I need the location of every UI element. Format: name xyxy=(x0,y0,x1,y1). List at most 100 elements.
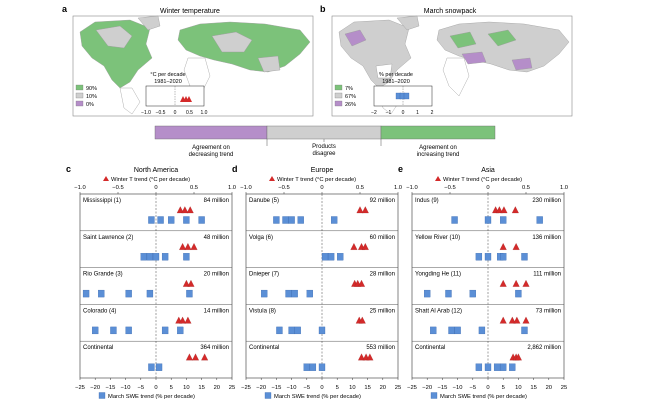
basin-row-e: Yellow River (10) 136 million xyxy=(415,235,561,261)
swe-tick-label-c: −25 xyxy=(75,385,85,391)
map-a-inset-title-2: 1981–2020 xyxy=(154,79,182,85)
trend-panel-c: c North America Winter T trend (°C per dec… xyxy=(66,164,236,400)
temp-trend-marker xyxy=(185,353,193,361)
basin-row-d: Danube (5) 92 million xyxy=(249,198,395,224)
temp-tick-label-c: −1.0 xyxy=(74,185,85,191)
swe-trend-marker xyxy=(110,326,117,335)
temp-trend-marker xyxy=(522,279,530,287)
swe-axis-label-c: March SWE trend (% per decade) xyxy=(108,394,195,400)
swe-trend-marker xyxy=(500,363,507,371)
temp-trend-marker xyxy=(190,243,198,250)
temp-trend-marker xyxy=(358,316,366,324)
basin-label: Mississippi (1) xyxy=(83,198,121,204)
swe-trend-marker xyxy=(161,253,169,261)
map-b-africa xyxy=(442,57,470,97)
map-b-legend-3: 26% xyxy=(345,102,356,108)
swe-trend-marker xyxy=(451,216,458,224)
map-b-inset-tick-4: 1 xyxy=(416,110,419,116)
swe-trend-marker xyxy=(288,326,295,335)
map-panel-b: b March snowpack 7% 67% 26% % per xyxy=(320,4,573,117)
map-a-greenland xyxy=(137,15,161,31)
swe-tick-label-e: 5 xyxy=(502,385,505,391)
swe-trend-marker xyxy=(469,289,476,298)
swe-legend-marker-d xyxy=(264,392,272,399)
basin-row-d: Dnieper (7) 28 million xyxy=(249,272,395,298)
swe-trend-marker xyxy=(186,289,193,298)
map-panel-a: a Winter temperature 90% 10% 0% °C per d… xyxy=(62,4,314,117)
temp-tick-label-d: −1.0 xyxy=(240,185,251,191)
basin-row-c: Continental 364 million xyxy=(83,345,229,371)
swe-trend-marker xyxy=(430,326,437,335)
temp-tick-label-e: 0 xyxy=(486,185,489,191)
basin-population: 84 million xyxy=(204,198,229,204)
swe-tick-label-d: 10 xyxy=(349,385,355,391)
swe-tick-label-d: −15 xyxy=(271,385,281,391)
swe-trend-marker xyxy=(125,289,132,298)
agreement-bar: Agreement on decreasing trend Products dis… xyxy=(154,125,496,158)
temp-trend-marker xyxy=(179,316,187,324)
swe-trend-marker xyxy=(157,216,164,224)
agreement-segment-increasing xyxy=(380,125,496,140)
swe-trend-marker xyxy=(125,326,132,335)
temp-trend-marker xyxy=(184,316,192,324)
map-b-greenland xyxy=(396,15,420,31)
basin-label: Dnieper (7) xyxy=(249,272,279,278)
map-a-china-region xyxy=(257,55,281,73)
trend-panel-e: e Asia Winter T trend (°C per decade) −1.0 −… xyxy=(398,164,568,400)
temp-trend-marker xyxy=(500,206,508,214)
swe-trend-marker xyxy=(318,326,326,335)
swe-trend-marker xyxy=(288,216,295,224)
basin-label: Rio Grande (3) xyxy=(83,272,123,278)
temp-trend-marker xyxy=(499,316,507,324)
basin-label: Continental xyxy=(415,345,445,351)
map-b-central-asia-region xyxy=(461,51,487,65)
basin-row-c: Mississippi (1) 84 million xyxy=(83,198,229,224)
map-title-a: Winter temperature xyxy=(160,8,220,15)
basin-population: 111 million xyxy=(533,272,561,278)
temp-trend-marker xyxy=(181,206,189,214)
temp-tick-label-c: 0 xyxy=(154,185,157,191)
swe-trend-marker xyxy=(327,253,335,261)
map-a-legend-3: 0% xyxy=(86,102,94,108)
map-b-legend: 7% 67% 26% xyxy=(334,84,356,108)
swe-trend-marker xyxy=(515,289,522,298)
swe-tick-label-c: 5 xyxy=(170,385,173,391)
temp-trend-marker xyxy=(192,353,199,361)
temp-trend-marker xyxy=(513,316,521,324)
map-b-inset-tick-1: −2 xyxy=(371,110,377,116)
swe-tick-label-c: 25 xyxy=(229,385,235,391)
swe-trend-marker xyxy=(321,253,329,261)
basin-population: 364 million xyxy=(200,345,229,351)
basin-row-c: Rio Grande (3) 20 million xyxy=(82,272,229,298)
map-b-legend-1: 7% xyxy=(345,86,353,92)
map-b-inset: % per decade 1981–2020 −2 −1 0 1 2 xyxy=(371,72,433,116)
swe-trend-marker xyxy=(318,363,326,371)
temp-trend-marker xyxy=(361,243,369,250)
swe-trend-marker xyxy=(282,216,289,224)
map-title-b: March snowpack xyxy=(424,8,477,15)
panel-letter-d: d xyxy=(232,164,238,174)
basin-population: 230 million xyxy=(532,198,561,204)
swe-tick-label-e: 0 xyxy=(486,385,489,391)
basin-row-e: Yongding He (11) 111 million xyxy=(415,272,561,298)
temp-trend-marker xyxy=(511,206,519,214)
basin-population: 60 million xyxy=(370,235,395,241)
panel-letter-c: c xyxy=(66,164,71,174)
temp-trend-marker xyxy=(514,353,522,361)
map-a-inset-tick-2: −0.5 xyxy=(156,110,166,116)
swe-axis-label-e: March SWE trend (% per decade) xyxy=(440,394,527,400)
basin-row-d: Vistula (8) 25 million xyxy=(249,308,395,335)
swe-legend-marker-c xyxy=(98,392,106,399)
agreement-label-disagree: Products disagree xyxy=(312,144,336,157)
temp-tick-label-e: 0.5 xyxy=(522,185,530,191)
basin-label: Yellow River (10) xyxy=(415,235,460,241)
temp-trend-marker xyxy=(179,243,187,250)
swe-trend-marker xyxy=(273,216,280,224)
basin-population: 2,862 million xyxy=(527,345,561,351)
swe-axis-label-d: March SWE trend (% per decade) xyxy=(274,394,361,400)
swe-tick-label-d: 25 xyxy=(395,385,401,391)
temp-tick-label-e: −1.0 xyxy=(406,185,417,191)
swe-trend-marker xyxy=(198,216,205,224)
swe-trend-marker xyxy=(454,326,461,335)
